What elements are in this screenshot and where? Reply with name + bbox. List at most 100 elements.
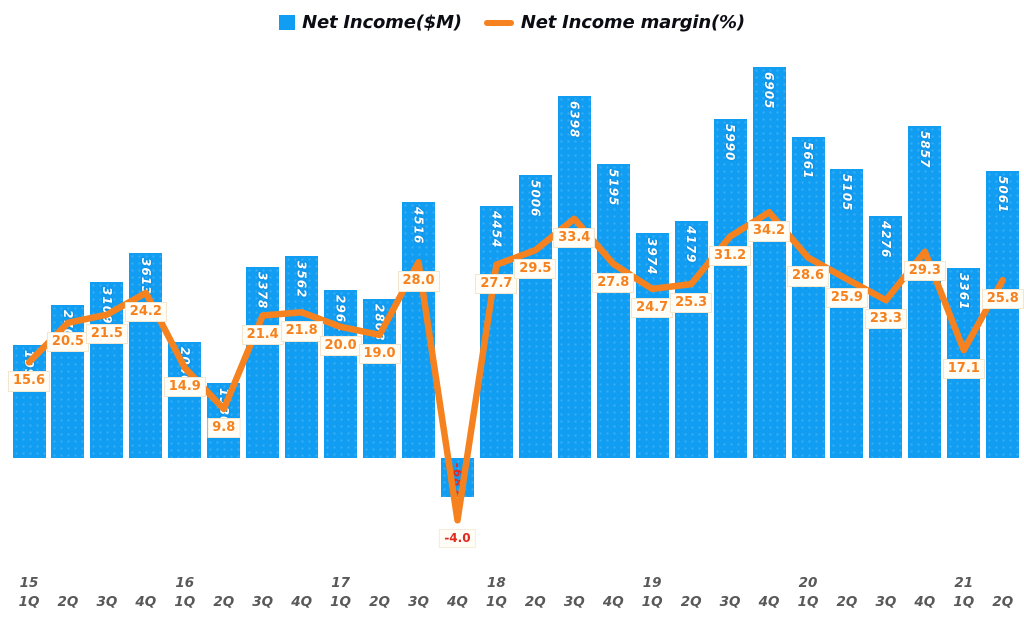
margin-value-label: 20.0 (319, 335, 362, 357)
margin-value-label: 15.6 (7, 371, 51, 392)
margin-value-label: 29.3 (903, 260, 946, 282)
x-axis-year-label: 18 (486, 575, 506, 591)
bar-value-label: 2964 (333, 295, 348, 333)
net-income-bar: 6398 (557, 95, 591, 458)
bar-value-label: 3361 (956, 272, 971, 311)
net-income-bar: 4276 (869, 215, 903, 458)
net-income-swatch-icon (279, 15, 296, 30)
x-axis-quarter-label: 1Q (797, 594, 819, 610)
net-income-bar: 2808 (363, 298, 397, 458)
net-income-bar: 6905 (752, 67, 786, 458)
x-axis-quarter-label: 1Q (174, 594, 196, 610)
x-axis-quarter-label: 2Q (680, 594, 702, 610)
net-income-bar: 2706 (51, 304, 85, 458)
margin-value-label: -4.0 (439, 529, 476, 549)
bar-value-label: 6905 (762, 72, 777, 110)
legend-item-net-income: Net Income($M) (279, 12, 462, 33)
x-axis-quarter-label: 1Q (330, 594, 352, 610)
x-axis-years: 15 16 17 18 19 20 21 (0, 575, 1024, 593)
x-axis-quarter-label: 4Q (291, 594, 313, 610)
x-axis-year-label: 17 (331, 575, 350, 591)
net-income-bar: 3562 (285, 256, 319, 458)
margin-value-label: 9.8 (207, 418, 241, 439)
margin-value-label: 14.9 (163, 376, 206, 398)
x-axis-quarter-label: 3Q (875, 594, 897, 610)
legend: Net Income($M) Net Income margin(%) (0, 12, 1024, 33)
margin-value-label: 19.0 (358, 343, 401, 365)
margin-value-label: 27.7 (475, 273, 518, 294)
bar-value-label: 3562 (294, 261, 309, 299)
x-axis-quarter-label: 1Q (953, 594, 975, 610)
margin-value-label: 24.2 (124, 301, 167, 323)
margin-value-label: 21.8 (280, 321, 323, 342)
margin-value-label: 24.7 (631, 297, 674, 319)
margin-value-label: 29.5 (514, 259, 557, 280)
x-axis-year-label: 21 (954, 575, 974, 591)
bar-value-label: 6398 (567, 100, 582, 139)
net-income-bar: 3974 (635, 232, 669, 458)
x-axis-quarter-label: 3Q (96, 594, 118, 610)
net-income-bar: 3613 (129, 253, 163, 458)
bar-value-label: 3109 (99, 286, 114, 325)
bar-value-label: 5061 (995, 176, 1010, 214)
net-income-bar: 5990 (713, 118, 747, 458)
bar-value-label: 4454 (489, 210, 504, 249)
bar-value-label: 4179 (684, 226, 699, 264)
margin-value-label: 25.3 (670, 293, 713, 314)
x-axis-quarter-label: 4Q (135, 594, 157, 610)
x-axis-year-label: 15 (19, 575, 39, 591)
margin-value-label: 28.6 (786, 266, 830, 287)
bar-value-label: 5990 (723, 123, 738, 162)
margin-value-label: 21.4 (241, 324, 284, 345)
net-income-bar: -687 (440, 458, 474, 498)
x-axis-quarter-label: 2Q (524, 594, 546, 610)
net-income-bar: 5661 (791, 137, 825, 458)
legend-item-margin: Net Income margin(%) (483, 12, 745, 33)
x-axis-quarter-label: 2Q (213, 594, 235, 610)
margin-legend-label: Net Income margin(%) (520, 12, 745, 33)
x-axis-quarter-label: 1Q (18, 594, 40, 610)
margin-value-label: 20.5 (46, 331, 89, 353)
x-axis-quarter-label: 3Q (408, 594, 429, 610)
x-axis-quarter-label: 2Q (836, 594, 858, 610)
margin-value-label: 21.5 (85, 323, 128, 344)
x-axis-quarter-label: 3Q (563, 594, 585, 610)
margin-value-label: 23.3 (864, 309, 907, 330)
x-axis-quarter-label: 2Q (992, 594, 1014, 610)
margin-value-label: 28.0 (397, 271, 440, 292)
net-income-bar: 5195 (596, 163, 630, 458)
bar-value-label: -687 (450, 463, 465, 498)
x-axis-quarter-label: 1Q (485, 594, 507, 610)
margin-value-label: 17.1 (942, 359, 985, 380)
margin-value-label: 34.2 (748, 221, 791, 242)
bar-value-label: 3613 (138, 258, 153, 296)
net-income-bar: 3378 (246, 266, 280, 458)
bar-value-label: 5006 (528, 179, 543, 217)
net-income-bar: 2046 (168, 342, 202, 458)
margin-value-label: 27.8 (592, 272, 635, 294)
x-axis-quarter-label: 1Q (641, 594, 663, 610)
net-income-bar: 2964 (324, 290, 358, 458)
bar-value-label: 4516 (411, 207, 426, 245)
net-income-bar: 4516 (402, 202, 435, 458)
net-income-bar: 5105 (830, 168, 864, 458)
x-axis-quarter-label: 4Q (914, 594, 936, 610)
net-income-bar: 3109 (90, 281, 124, 458)
margin-value-label: 25.9 (825, 288, 868, 309)
x-axis-year-label: 20 (798, 575, 818, 591)
net-income-bar: 4179 (674, 221, 708, 458)
bar-value-label: 5857 (917, 131, 932, 169)
bar-value-label: 3974 (645, 237, 660, 276)
x-axis-quarters: 1Q 2Q 3Q 4Q 1Q 2Q 3Q 4Q 1Q 2Q 3Q 4Q 1Q 2Q 3Q 4Q 1Q 2Q 3Q 4Q… (0, 594, 1024, 612)
net-income-bar: 5006 (518, 174, 552, 458)
bar-value-label: 3378 (255, 271, 270, 310)
x-axis-quarter-label: 3Q (719, 594, 741, 610)
bar-value-label: 2808 (372, 303, 387, 342)
x-axis-quarter-label: 4Q (758, 594, 780, 610)
net-income-bar: 5061 (986, 171, 1020, 458)
margin-value-label: 33.4 (553, 227, 596, 249)
net-income-bar: 4454 (479, 205, 513, 458)
bar-value-label: 5195 (606, 168, 621, 207)
